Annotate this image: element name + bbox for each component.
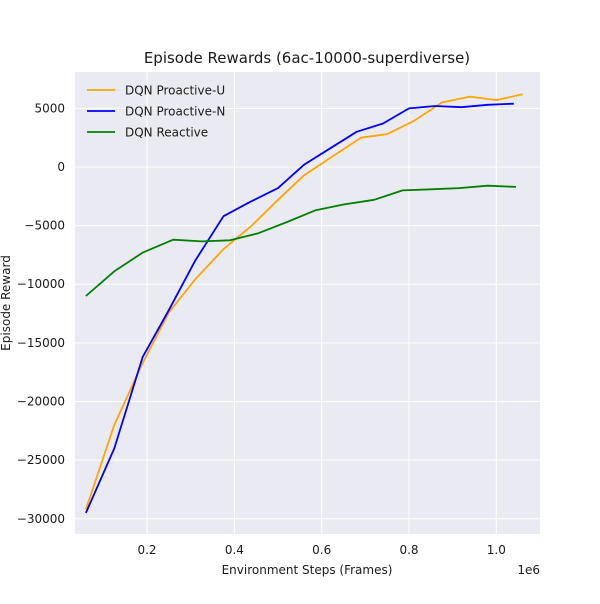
y-tick-label: −30000 <box>17 512 65 526</box>
plot-background <box>75 72 540 534</box>
x-tick-label: 0.2 <box>137 543 156 557</box>
series-line-3 <box>85 184 517 297</box>
y-tick-label: 0 <box>57 160 65 174</box>
x-axis-label: Environment Steps (Frames) <box>222 563 393 577</box>
y-tick-label: −25000 <box>17 453 65 467</box>
x-axis-offset-label: 1e6 <box>517 563 540 577</box>
legend: DQN Proactive-U DQN Proactive-N DQN Reacti… <box>87 84 225 140</box>
series-layer <box>85 93 523 514</box>
legend-label: DQN Reactive <box>125 126 208 140</box>
tick-layer: 0.2 0.4 0.6 0.8 1.0 −30000 −25000 −20000 −15000 −… <box>17 101 506 557</box>
legend-label: DQN Proactive-U <box>125 84 225 98</box>
x-tick-label: 0.6 <box>312 543 331 557</box>
grid-layer <box>75 72 540 534</box>
x-tick-label: 0.8 <box>399 543 418 557</box>
series-line-1 <box>85 93 523 510</box>
chart-title: Episode Rewards (6ac-10000-superdiverse) <box>144 49 470 67</box>
legend-label: DQN Proactive-N <box>125 105 225 119</box>
y-tick-label: 5000 <box>34 101 65 115</box>
series-line-2 <box>85 102 514 514</box>
y-tick-label: −15000 <box>17 336 65 350</box>
x-tick-label: 1.0 <box>487 543 506 557</box>
y-tick-label: −5000 <box>24 219 65 233</box>
y-axis-label: Episode Reward <box>0 255 13 351</box>
y-tick-label: −20000 <box>17 394 65 408</box>
x-tick-label: 0.4 <box>225 543 244 557</box>
y-tick-label: −10000 <box>17 277 65 291</box>
